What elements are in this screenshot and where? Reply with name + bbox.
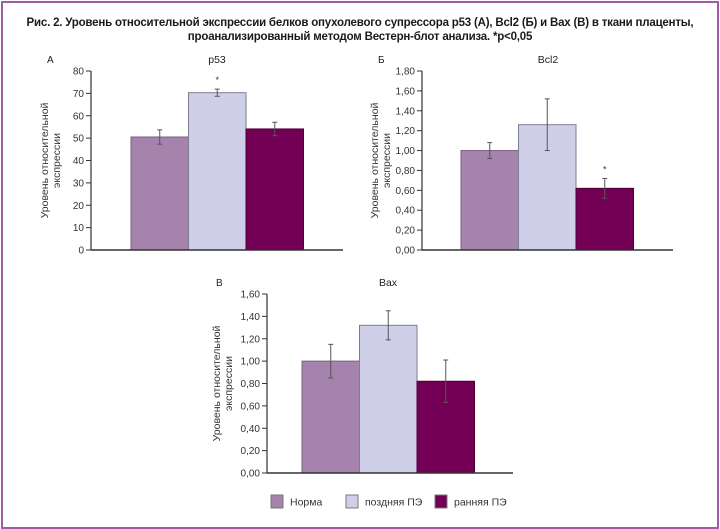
bar-late-pe bbox=[359, 324, 418, 474]
panel-bcl2: Б Bcl2 Уровень относительной экспрессии 0,00… bbox=[369, 54, 673, 257]
y-tick-label: 70 bbox=[73, 89, 85, 100]
y-axis-label: экспрессии bbox=[223, 356, 235, 411]
y-tick-label: 0,00 bbox=[396, 246, 416, 257]
legend-swatch-early-pe bbox=[434, 494, 448, 509]
y-tick-label: 1,00 bbox=[241, 357, 261, 368]
y-axis-label: экспрессии bbox=[51, 133, 63, 188]
y-tick-label: 50 bbox=[73, 134, 85, 145]
bar-normal bbox=[130, 136, 189, 251]
y-tick-label: 10 bbox=[73, 223, 85, 234]
y-tick-label: 1,20 bbox=[396, 126, 416, 137]
y-tick-label: 0,80 bbox=[241, 379, 261, 390]
panel-bax: В Bax Уровень относительной экспрессии 0,00 0… bbox=[211, 277, 513, 480]
y-tick-label: 1,80 bbox=[396, 67, 416, 78]
y-tick-label: 0,80 bbox=[396, 166, 416, 177]
legend-label-normal: Норма bbox=[290, 497, 322, 509]
chart-title: p53 bbox=[208, 54, 226, 66]
y-axis-label: экспрессии bbox=[381, 133, 393, 188]
legend-swatch-late-pe bbox=[345, 494, 359, 509]
y-tick-label: 0,40 bbox=[241, 424, 261, 435]
panel-letter: Б bbox=[378, 55, 385, 66]
y-tick-label: 1,00 bbox=[396, 146, 416, 157]
y-tick-label: 1,60 bbox=[241, 290, 261, 301]
chart-title: Bax bbox=[379, 277, 398, 289]
legend-swatch-normal bbox=[270, 494, 284, 509]
y-tick-label: 0 bbox=[78, 246, 84, 257]
y-tick-label: 80 bbox=[73, 67, 85, 78]
legend-label-early-pe: ранняя ПЭ bbox=[454, 497, 507, 509]
y-tick-label: 20 bbox=[73, 201, 85, 212]
significance-mark: * bbox=[215, 75, 219, 85]
figure-title-line-1: Рис. 2. Уровень относительной экспрессии… bbox=[26, 17, 694, 29]
bar-late-pe bbox=[188, 92, 247, 251]
figure-title: Рис. 2. Уровень относительной экспрессии… bbox=[0, 16, 720, 44]
bar-early-pe bbox=[245, 128, 304, 251]
panel-letter: А bbox=[47, 55, 54, 66]
chart-title: Bcl2 bbox=[538, 54, 559, 66]
y-tick-label: 0,60 bbox=[396, 186, 416, 197]
y-axis-label: Уровень относительной bbox=[211, 325, 223, 441]
y-tick-label: 1,20 bbox=[241, 334, 261, 345]
y-tick-label: 1,40 bbox=[241, 312, 261, 323]
y-tick-label: 0,20 bbox=[241, 446, 261, 457]
y-tick-label: 60 bbox=[73, 111, 85, 122]
panel-letter: В bbox=[216, 278, 223, 289]
y-tick-label: 1,40 bbox=[396, 106, 416, 117]
legend: Норма поздняя ПЭ ранняя ПЭ bbox=[270, 494, 507, 509]
y-tick-label: 1,60 bbox=[396, 86, 416, 97]
legend-label-late-pe: поздняя ПЭ bbox=[365, 497, 423, 509]
significance-mark: * bbox=[603, 164, 607, 174]
y-tick-label: 0,60 bbox=[241, 401, 261, 412]
y-tick-label: 40 bbox=[73, 156, 85, 167]
y-axis-label: Уровень относительной bbox=[369, 102, 381, 218]
y-tick-label: 0,00 bbox=[241, 469, 261, 480]
bar-normal bbox=[460, 150, 519, 251]
y-tick-label: 0,40 bbox=[396, 206, 416, 217]
y-tick-label: 30 bbox=[73, 178, 85, 189]
y-axis-label: Уровень относительной bbox=[39, 102, 51, 218]
y-tick-label: 0,20 bbox=[396, 226, 416, 237]
figure-title-line-2: проанализированный методом Вестерн-блот … bbox=[187, 31, 533, 43]
